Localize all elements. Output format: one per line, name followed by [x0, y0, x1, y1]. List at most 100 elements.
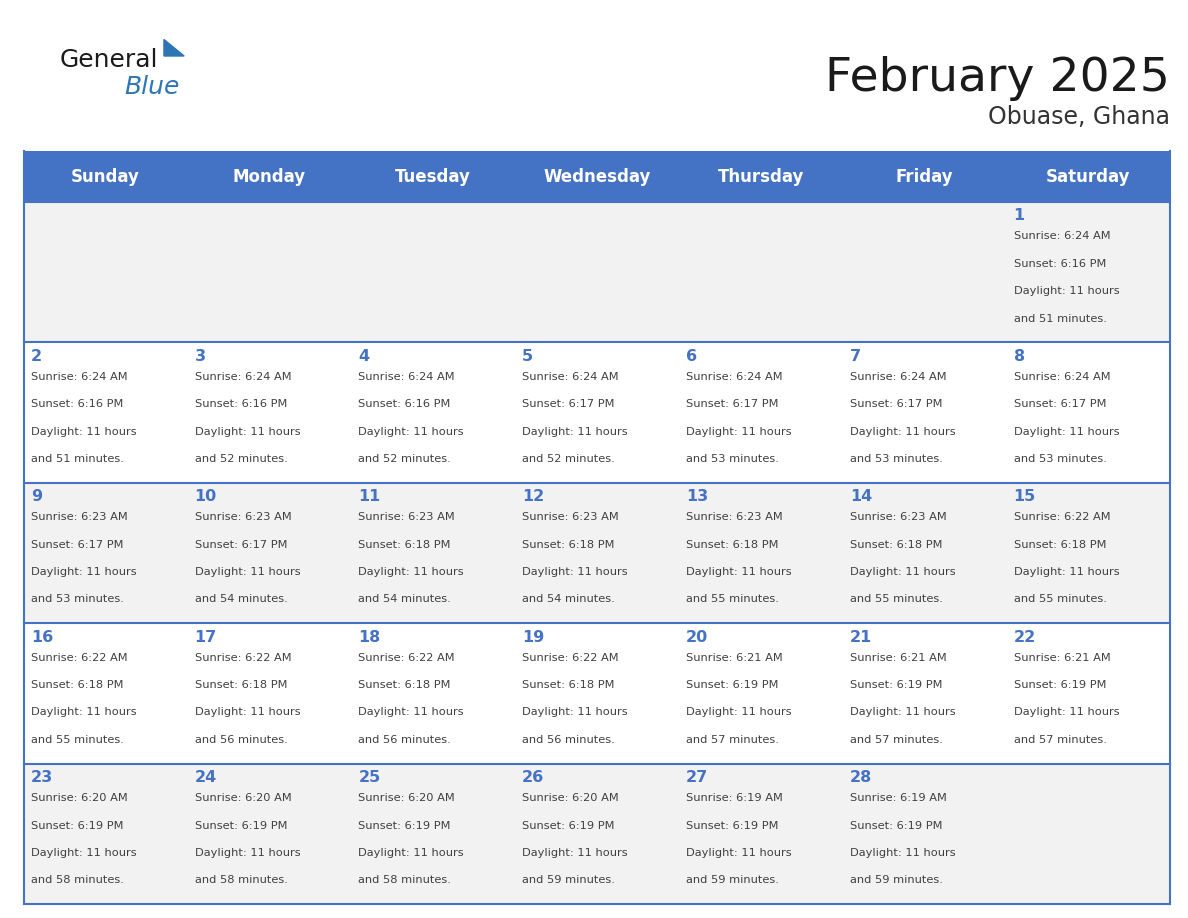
Text: Sunrise: 6:24 AM: Sunrise: 6:24 AM [849, 372, 947, 382]
Text: Sunset: 6:19 PM: Sunset: 6:19 PM [31, 821, 124, 831]
Text: Tuesday: Tuesday [396, 168, 472, 185]
Text: Sunset: 6:17 PM: Sunset: 6:17 PM [195, 540, 287, 550]
Bar [678, 483, 842, 623]
Text: and 56 minutes.: and 56 minutes. [359, 735, 451, 744]
Text: and 53 minutes.: and 53 minutes. [31, 595, 124, 604]
Text: 4: 4 [359, 349, 369, 364]
Text: Daylight: 11 hours: Daylight: 11 hours [31, 567, 137, 577]
Text: Sunset: 6:17 PM: Sunset: 6:17 PM [31, 540, 124, 550]
Text: Sunset: 6:19 PM: Sunset: 6:19 PM [849, 680, 942, 690]
Text: Sunrise: 6:22 AM: Sunrise: 6:22 AM [359, 653, 455, 663]
Text: 23: 23 [31, 770, 53, 785]
Text: Sunrise: 6:21 AM: Sunrise: 6:21 AM [685, 653, 783, 663]
Text: Daylight: 11 hours: Daylight: 11 hours [195, 848, 301, 858]
Text: 8: 8 [1013, 349, 1025, 364]
Text: and 59 minutes.: and 59 minutes. [685, 876, 779, 885]
Text: 9: 9 [31, 489, 42, 504]
Text: 13: 13 [685, 489, 708, 504]
Text: 7: 7 [849, 349, 861, 364]
Text: Sunset: 6:17 PM: Sunset: 6:17 PM [685, 399, 778, 409]
Text: Daylight: 11 hours: Daylight: 11 hours [523, 708, 627, 718]
Text: Sunrise: 6:24 AM: Sunrise: 6:24 AM [31, 372, 127, 382]
Text: and 51 minutes.: and 51 minutes. [31, 454, 124, 464]
Bar [678, 342, 842, 483]
Text: Sunset: 6:16 PM: Sunset: 6:16 PM [1013, 259, 1106, 269]
Text: 3: 3 [195, 349, 206, 364]
Text: Sunrise: 6:21 AM: Sunrise: 6:21 AM [849, 653, 947, 663]
Text: and 57 minutes.: and 57 minutes. [1013, 735, 1106, 744]
Text: and 59 minutes.: and 59 minutes. [523, 876, 615, 885]
Text: 12: 12 [523, 489, 544, 504]
Bar [24, 151, 188, 202]
Text: Daylight: 11 hours: Daylight: 11 hours [31, 848, 137, 858]
Text: Sunrise: 6:22 AM: Sunrise: 6:22 AM [1013, 512, 1110, 522]
Text: Sunrise: 6:24 AM: Sunrise: 6:24 AM [1013, 231, 1110, 241]
Text: and 58 minutes.: and 58 minutes. [31, 876, 124, 885]
Text: and 54 minutes.: and 54 minutes. [195, 595, 287, 604]
Text: 18: 18 [359, 630, 380, 644]
Text: Daylight: 11 hours: Daylight: 11 hours [685, 567, 791, 577]
Text: 10: 10 [195, 489, 217, 504]
Text: Daylight: 11 hours: Daylight: 11 hours [849, 848, 955, 858]
Bar [1006, 202, 1170, 342]
Text: 27: 27 [685, 770, 708, 785]
Bar [516, 202, 678, 342]
Bar [1006, 342, 1170, 483]
Text: Sunset: 6:17 PM: Sunset: 6:17 PM [849, 399, 942, 409]
Text: Daylight: 11 hours: Daylight: 11 hours [1013, 427, 1119, 437]
Text: and 55 minutes.: and 55 minutes. [1013, 595, 1106, 604]
Bar [842, 483, 1006, 623]
Text: Monday: Monday [233, 168, 307, 185]
Bar [678, 623, 842, 764]
Text: Sunset: 6:19 PM: Sunset: 6:19 PM [685, 680, 778, 690]
Text: and 55 minutes.: and 55 minutes. [849, 595, 942, 604]
Text: Sunrise: 6:22 AM: Sunrise: 6:22 AM [31, 653, 127, 663]
Bar [24, 764, 188, 904]
Text: 14: 14 [849, 489, 872, 504]
Text: and 56 minutes.: and 56 minutes. [523, 735, 615, 744]
Text: Sunrise: 6:20 AM: Sunrise: 6:20 AM [359, 793, 455, 803]
Text: Sunrise: 6:24 AM: Sunrise: 6:24 AM [1013, 372, 1110, 382]
Text: Sunset: 6:19 PM: Sunset: 6:19 PM [1013, 680, 1106, 690]
Bar [188, 764, 352, 904]
Text: Sunset: 6:18 PM: Sunset: 6:18 PM [359, 540, 451, 550]
Bar [516, 342, 678, 483]
Text: and 53 minutes.: and 53 minutes. [1013, 454, 1106, 464]
Text: and 57 minutes.: and 57 minutes. [685, 735, 779, 744]
Text: Sunrise: 6:20 AM: Sunrise: 6:20 AM [31, 793, 127, 803]
Text: Sunset: 6:18 PM: Sunset: 6:18 PM [849, 540, 942, 550]
Bar [188, 342, 352, 483]
Text: and 59 minutes.: and 59 minutes. [849, 876, 942, 885]
Text: Sunrise: 6:19 AM: Sunrise: 6:19 AM [685, 793, 783, 803]
Text: and 54 minutes.: and 54 minutes. [359, 595, 451, 604]
Text: 20: 20 [685, 630, 708, 644]
Bar [842, 342, 1006, 483]
Text: 26: 26 [523, 770, 544, 785]
Text: and 55 minutes.: and 55 minutes. [685, 595, 779, 604]
Text: 2: 2 [31, 349, 42, 364]
Text: Sunset: 6:19 PM: Sunset: 6:19 PM [685, 821, 778, 831]
Bar [842, 764, 1006, 904]
Text: 16: 16 [31, 630, 53, 644]
Text: 24: 24 [195, 770, 217, 785]
Text: 28: 28 [849, 770, 872, 785]
Text: Sunrise: 6:20 AM: Sunrise: 6:20 AM [523, 793, 619, 803]
Text: Saturday: Saturday [1047, 168, 1131, 185]
Bar [352, 202, 516, 342]
Text: Thursday: Thursday [718, 168, 804, 185]
Text: Daylight: 11 hours: Daylight: 11 hours [523, 427, 627, 437]
Text: Daylight: 11 hours: Daylight: 11 hours [359, 848, 465, 858]
Bar [516, 623, 678, 764]
Text: Daylight: 11 hours: Daylight: 11 hours [849, 567, 955, 577]
Bar [842, 202, 1006, 342]
Text: Friday: Friday [896, 168, 953, 185]
Text: Sunrise: 6:23 AM: Sunrise: 6:23 AM [31, 512, 127, 522]
Text: 19: 19 [523, 630, 544, 644]
Bar [678, 202, 842, 342]
Text: General: General [59, 48, 158, 72]
Bar [24, 623, 188, 764]
Bar [1006, 764, 1170, 904]
Bar [1006, 483, 1170, 623]
Bar [678, 151, 842, 202]
Text: Sunset: 6:18 PM: Sunset: 6:18 PM [523, 680, 614, 690]
